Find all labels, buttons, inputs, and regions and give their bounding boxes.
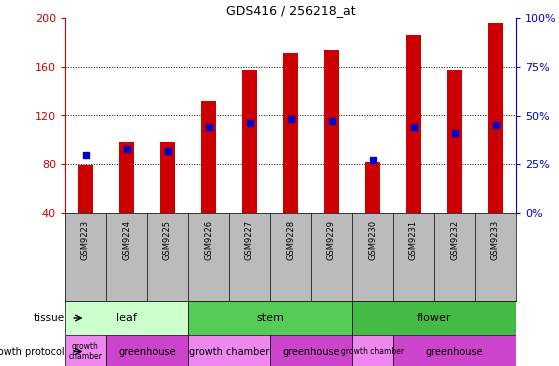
FancyBboxPatch shape [270, 335, 352, 366]
Text: leaf: leaf [116, 313, 137, 323]
Text: greenhouse: greenhouse [426, 347, 484, 356]
Bar [447, 70, 462, 213]
Text: greenhouse: greenhouse [118, 347, 176, 356]
FancyBboxPatch shape [65, 335, 106, 366]
Bar [406, 35, 421, 213]
Text: GSM9225: GSM9225 [163, 220, 172, 260]
FancyBboxPatch shape [352, 335, 393, 366]
Text: growth chamber: growth chamber [341, 347, 404, 356]
Bar [324, 50, 339, 213]
FancyBboxPatch shape [352, 301, 516, 335]
Text: growth chamber: growth chamber [189, 347, 269, 356]
Bar [201, 101, 216, 213]
Text: GSM9227: GSM9227 [245, 220, 254, 260]
Text: greenhouse: greenhouse [282, 347, 340, 356]
Text: growth
chamber: growth chamber [69, 342, 102, 361]
Text: GSM9223: GSM9223 [81, 220, 90, 260]
Bar [242, 70, 257, 213]
Text: GSM9229: GSM9229 [327, 220, 336, 260]
FancyBboxPatch shape [393, 335, 516, 366]
Bar [119, 142, 134, 213]
Bar [489, 23, 503, 213]
Text: flower: flower [417, 313, 451, 323]
FancyBboxPatch shape [188, 335, 270, 366]
Text: GSM9230: GSM9230 [368, 220, 377, 260]
Text: GSM9231: GSM9231 [409, 220, 418, 260]
FancyBboxPatch shape [188, 301, 352, 335]
Text: tissue: tissue [34, 313, 65, 323]
FancyBboxPatch shape [65, 301, 188, 335]
Text: growth protocol: growth protocol [0, 347, 65, 356]
Bar [366, 162, 380, 213]
Text: GSM9233: GSM9233 [491, 220, 500, 260]
Text: GSM9232: GSM9232 [450, 220, 459, 260]
Bar [283, 53, 298, 213]
Bar [160, 142, 174, 213]
Bar [78, 165, 93, 213]
Text: GSM9226: GSM9226 [204, 220, 213, 260]
Text: GSM9228: GSM9228 [286, 220, 295, 260]
Text: stem: stem [256, 313, 284, 323]
Title: GDS416 / 256218_at: GDS416 / 256218_at [226, 4, 356, 17]
FancyBboxPatch shape [106, 335, 188, 366]
Text: GSM9224: GSM9224 [122, 220, 131, 260]
